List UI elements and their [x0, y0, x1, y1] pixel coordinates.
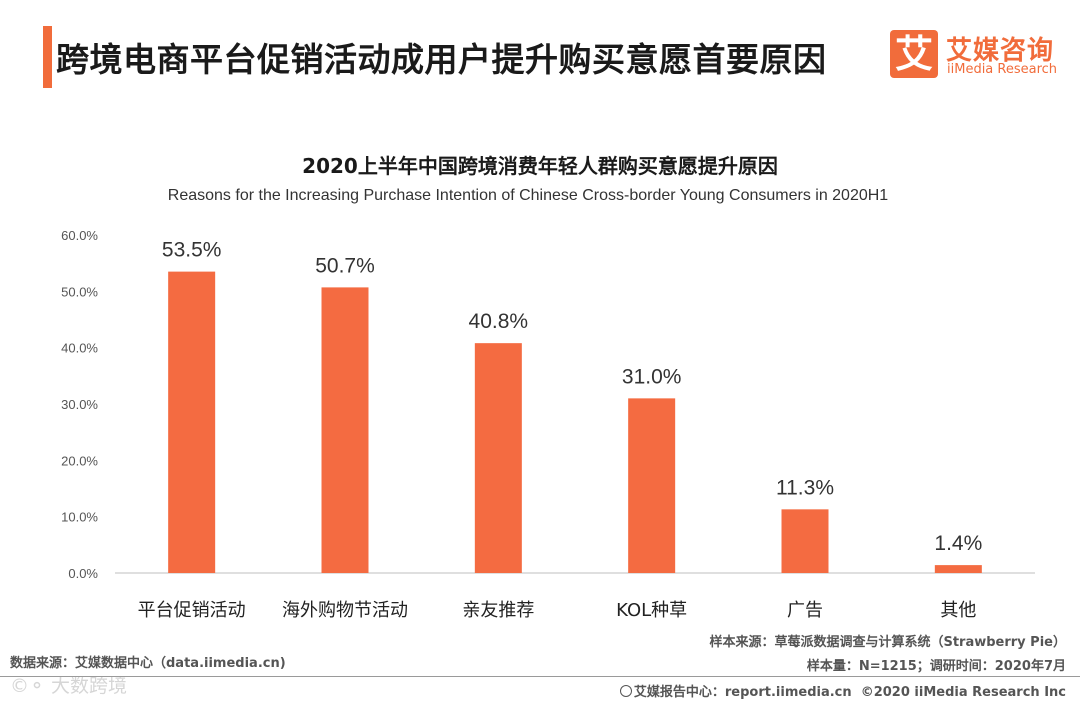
- bar: [168, 271, 216, 573]
- page-title: 跨境电商平台促销活动成用户提升购买意愿首要原因: [56, 40, 827, 79]
- x-tick-label: 平台促销活动: [138, 600, 246, 621]
- bar: [781, 509, 829, 573]
- data-label: 53.5%: [162, 239, 222, 262]
- copyright-text: ©2020 iiMedia Research Inc: [860, 685, 1066, 700]
- y-tick-label: 50.0%: [61, 284, 98, 299]
- y-tick-label: 40.0%: [61, 341, 98, 356]
- y-tick-label: 10.0%: [61, 510, 98, 525]
- y-tick-label: 30.0%: [61, 397, 98, 412]
- footer-credits: 艾媒报告中心：report.iimedia.cn ©2020 iiMedia R…: [619, 681, 1066, 700]
- x-tick-label: 亲友推荐: [462, 600, 534, 621]
- bar: [474, 343, 522, 573]
- chart-title: 2020上半年中国跨境消费年轻人群购买意愿提升原因: [302, 154, 778, 178]
- sample-source-note: 样本来源：草莓派数据调查与计算系统（Strawberry Pie）: [709, 635, 1066, 650]
- x-tick-label: KOL种草: [616, 600, 687, 621]
- x-tick-label: 海外购物节活动: [282, 600, 408, 621]
- logo-text-cn: 艾媒咨询: [946, 36, 1055, 66]
- y-tick-label: 20.0%: [61, 453, 98, 468]
- sample-size-note: 样本量：N=1215；调研时间：2020年7月: [806, 659, 1066, 674]
- logo-text-en: iiMedia Research: [947, 62, 1058, 77]
- globe-icon: [619, 685, 632, 697]
- data-label: 31.0%: [622, 365, 682, 388]
- data-label: 11.3%: [776, 476, 834, 499]
- data-source-note: 数据来源：艾媒数据中心（data.iimedia.cn): [10, 656, 286, 671]
- report-center-link[interactable]: 艾媒报告中心：report.iimedia.cn: [633, 685, 852, 700]
- footer-divider: [0, 676, 1080, 677]
- data-label: 50.7%: [315, 254, 375, 277]
- iimedia-logo: 艾 艾媒咨询 iiMedia Research: [890, 30, 1070, 82]
- logo-mark-icon: 艾: [890, 30, 938, 78]
- bar: [321, 287, 369, 573]
- x-tick-label: 其他: [940, 600, 976, 621]
- y-tick-label: 0.0%: [68, 566, 98, 581]
- x-tick-label: 广告: [787, 600, 823, 621]
- bar: [934, 565, 982, 573]
- data-label: 40.8%: [469, 310, 529, 333]
- data-label: 1.4%: [934, 532, 982, 555]
- title-accent-bar: [43, 26, 52, 88]
- watermark: ©⚬ 大数跨境: [10, 675, 127, 697]
- chart-subtitle: Reasons for the Increasing Purchase Inte…: [167, 187, 889, 204]
- y-tick-label: 60.0%: [61, 228, 98, 243]
- bar: [628, 398, 676, 573]
